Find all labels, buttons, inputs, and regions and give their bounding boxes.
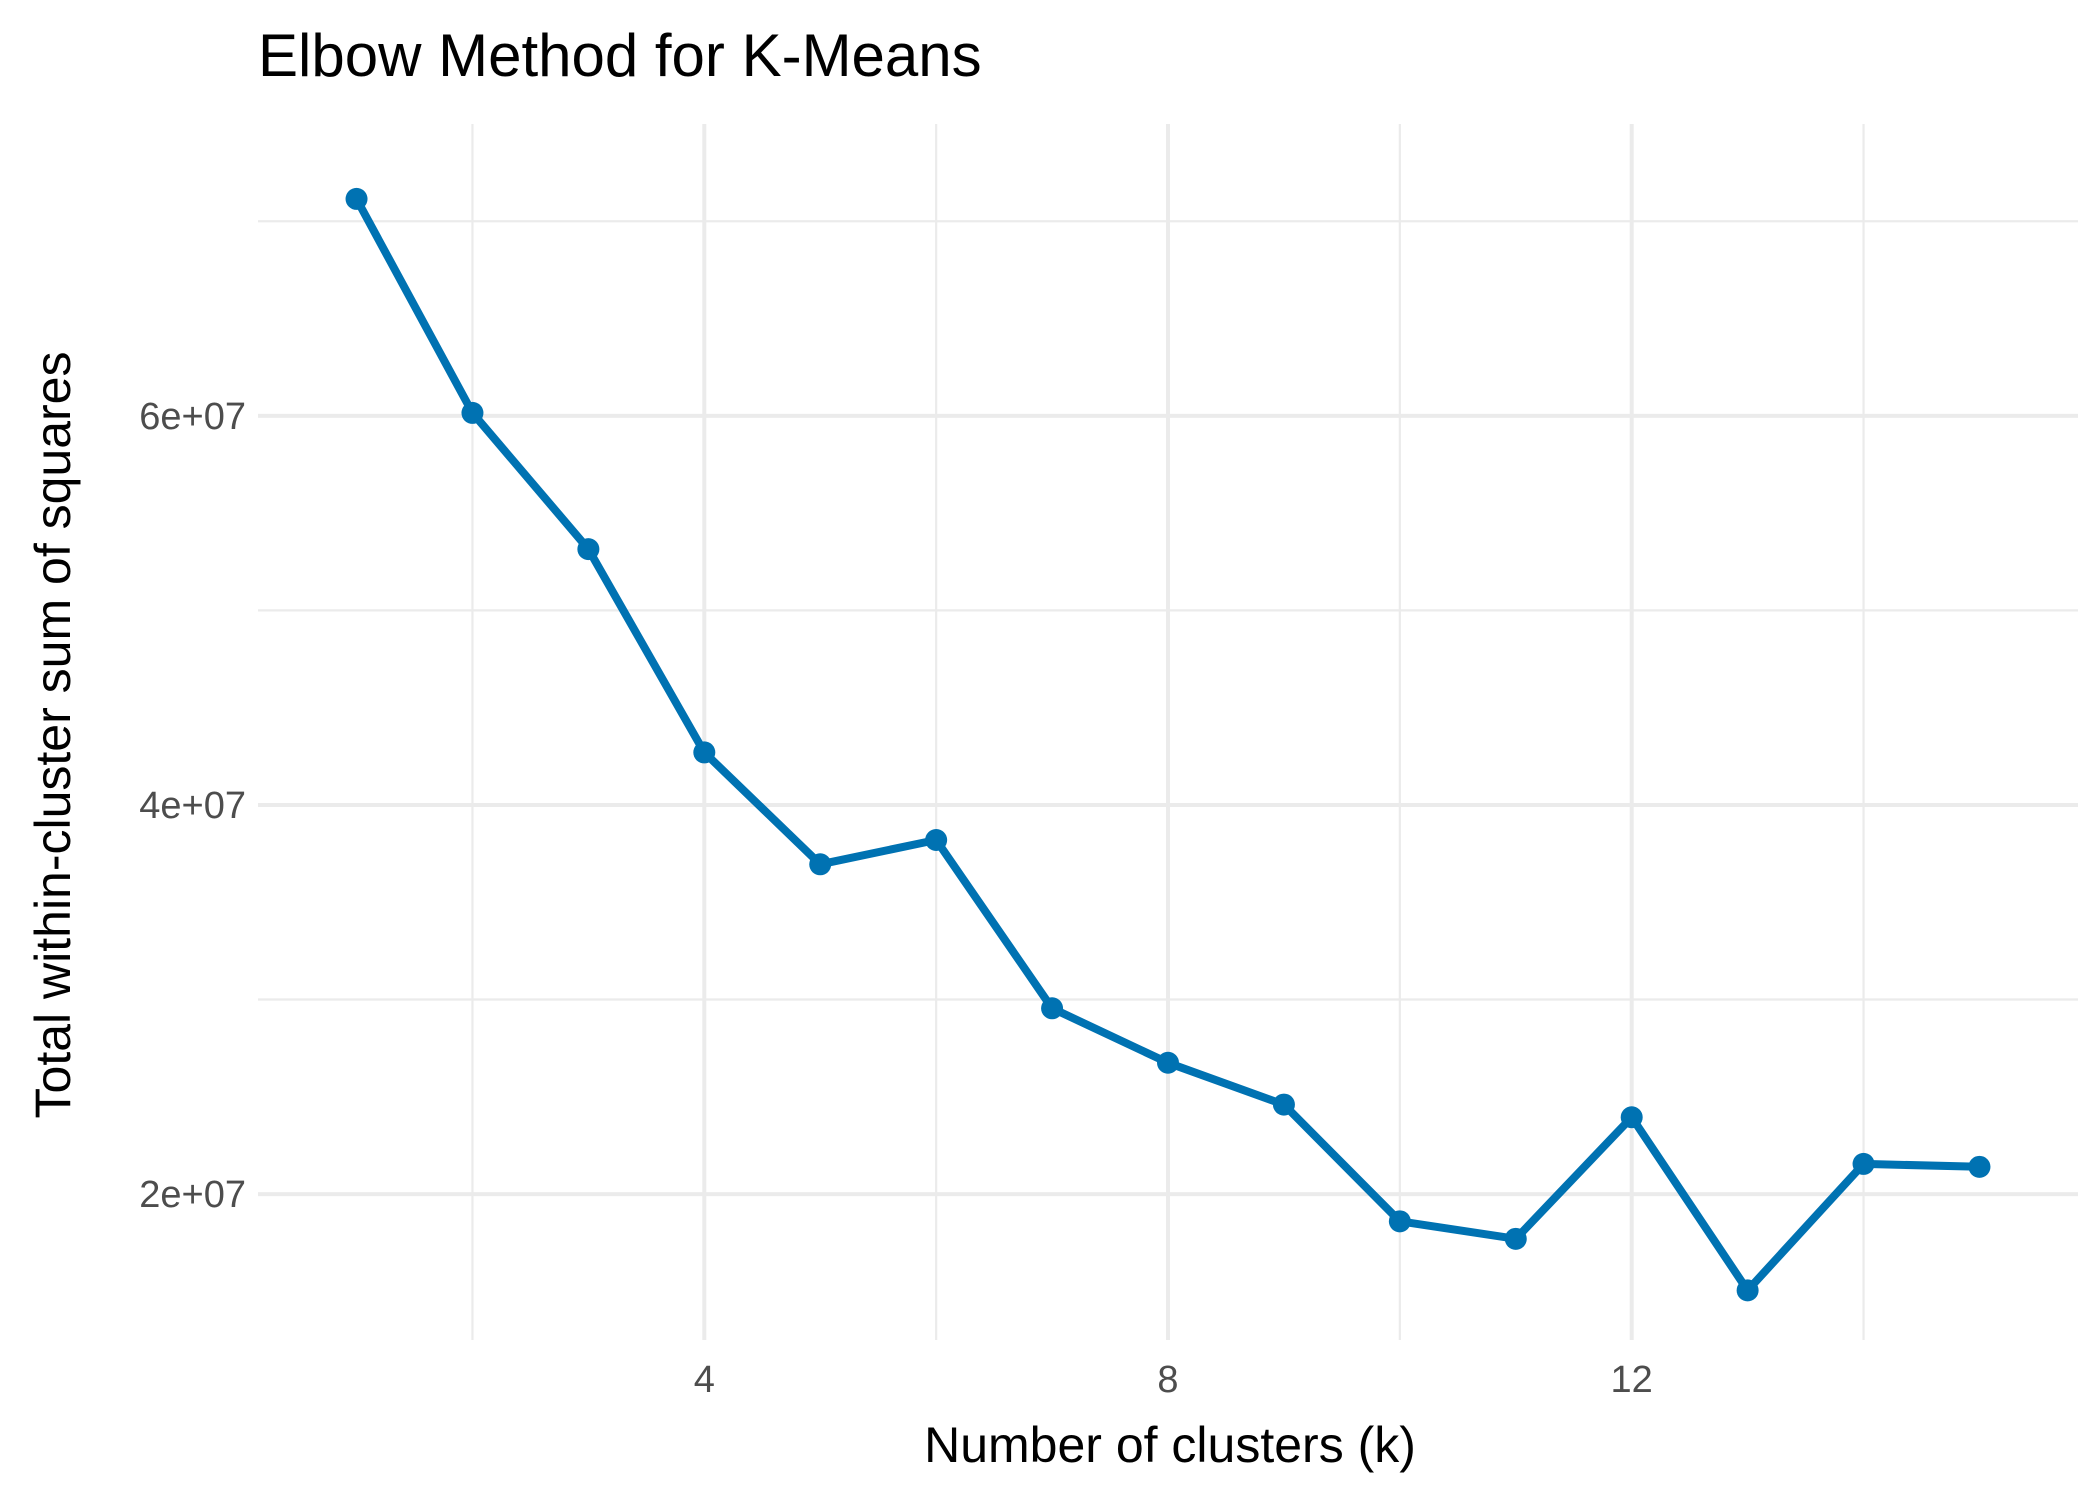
x-axis-title: Number of clusters (k) bbox=[924, 1417, 1416, 1473]
data-point bbox=[1736, 1279, 1759, 1302]
data-point bbox=[925, 828, 948, 851]
data-point bbox=[1272, 1093, 1295, 1116]
y-tick-label: 2e+07 bbox=[139, 1174, 246, 1216]
tick-layer: 4 8 12 2e+07 4e+07 6e+07 bbox=[139, 396, 1653, 1401]
y-tick-label: 6e+07 bbox=[139, 396, 246, 438]
data-point bbox=[693, 741, 716, 764]
data-point bbox=[1388, 1210, 1411, 1233]
data-point bbox=[1157, 1051, 1179, 1074]
data-point bbox=[461, 401, 484, 424]
data-point bbox=[1041, 997, 1064, 1020]
data-point bbox=[1504, 1227, 1527, 1250]
data-point bbox=[1852, 1152, 1875, 1175]
y-tick-label: 4e+07 bbox=[139, 785, 246, 827]
data-point bbox=[577, 538, 600, 561]
point-layer bbox=[345, 187, 1991, 1302]
chart-title: Elbow Method for K-Means bbox=[258, 22, 982, 89]
x-tick-label: 4 bbox=[694, 1359, 715, 1401]
data-point bbox=[345, 187, 368, 210]
grid-layer bbox=[258, 124, 2078, 1340]
data-point bbox=[1620, 1106, 1643, 1129]
data-point bbox=[809, 853, 832, 876]
y-axis-title: Total within-cluster sum of squares bbox=[25, 352, 81, 1119]
data-point bbox=[1968, 1155, 1991, 1178]
x-tick-label: 12 bbox=[1611, 1359, 1653, 1401]
x-tick-label: 8 bbox=[1157, 1359, 1178, 1401]
